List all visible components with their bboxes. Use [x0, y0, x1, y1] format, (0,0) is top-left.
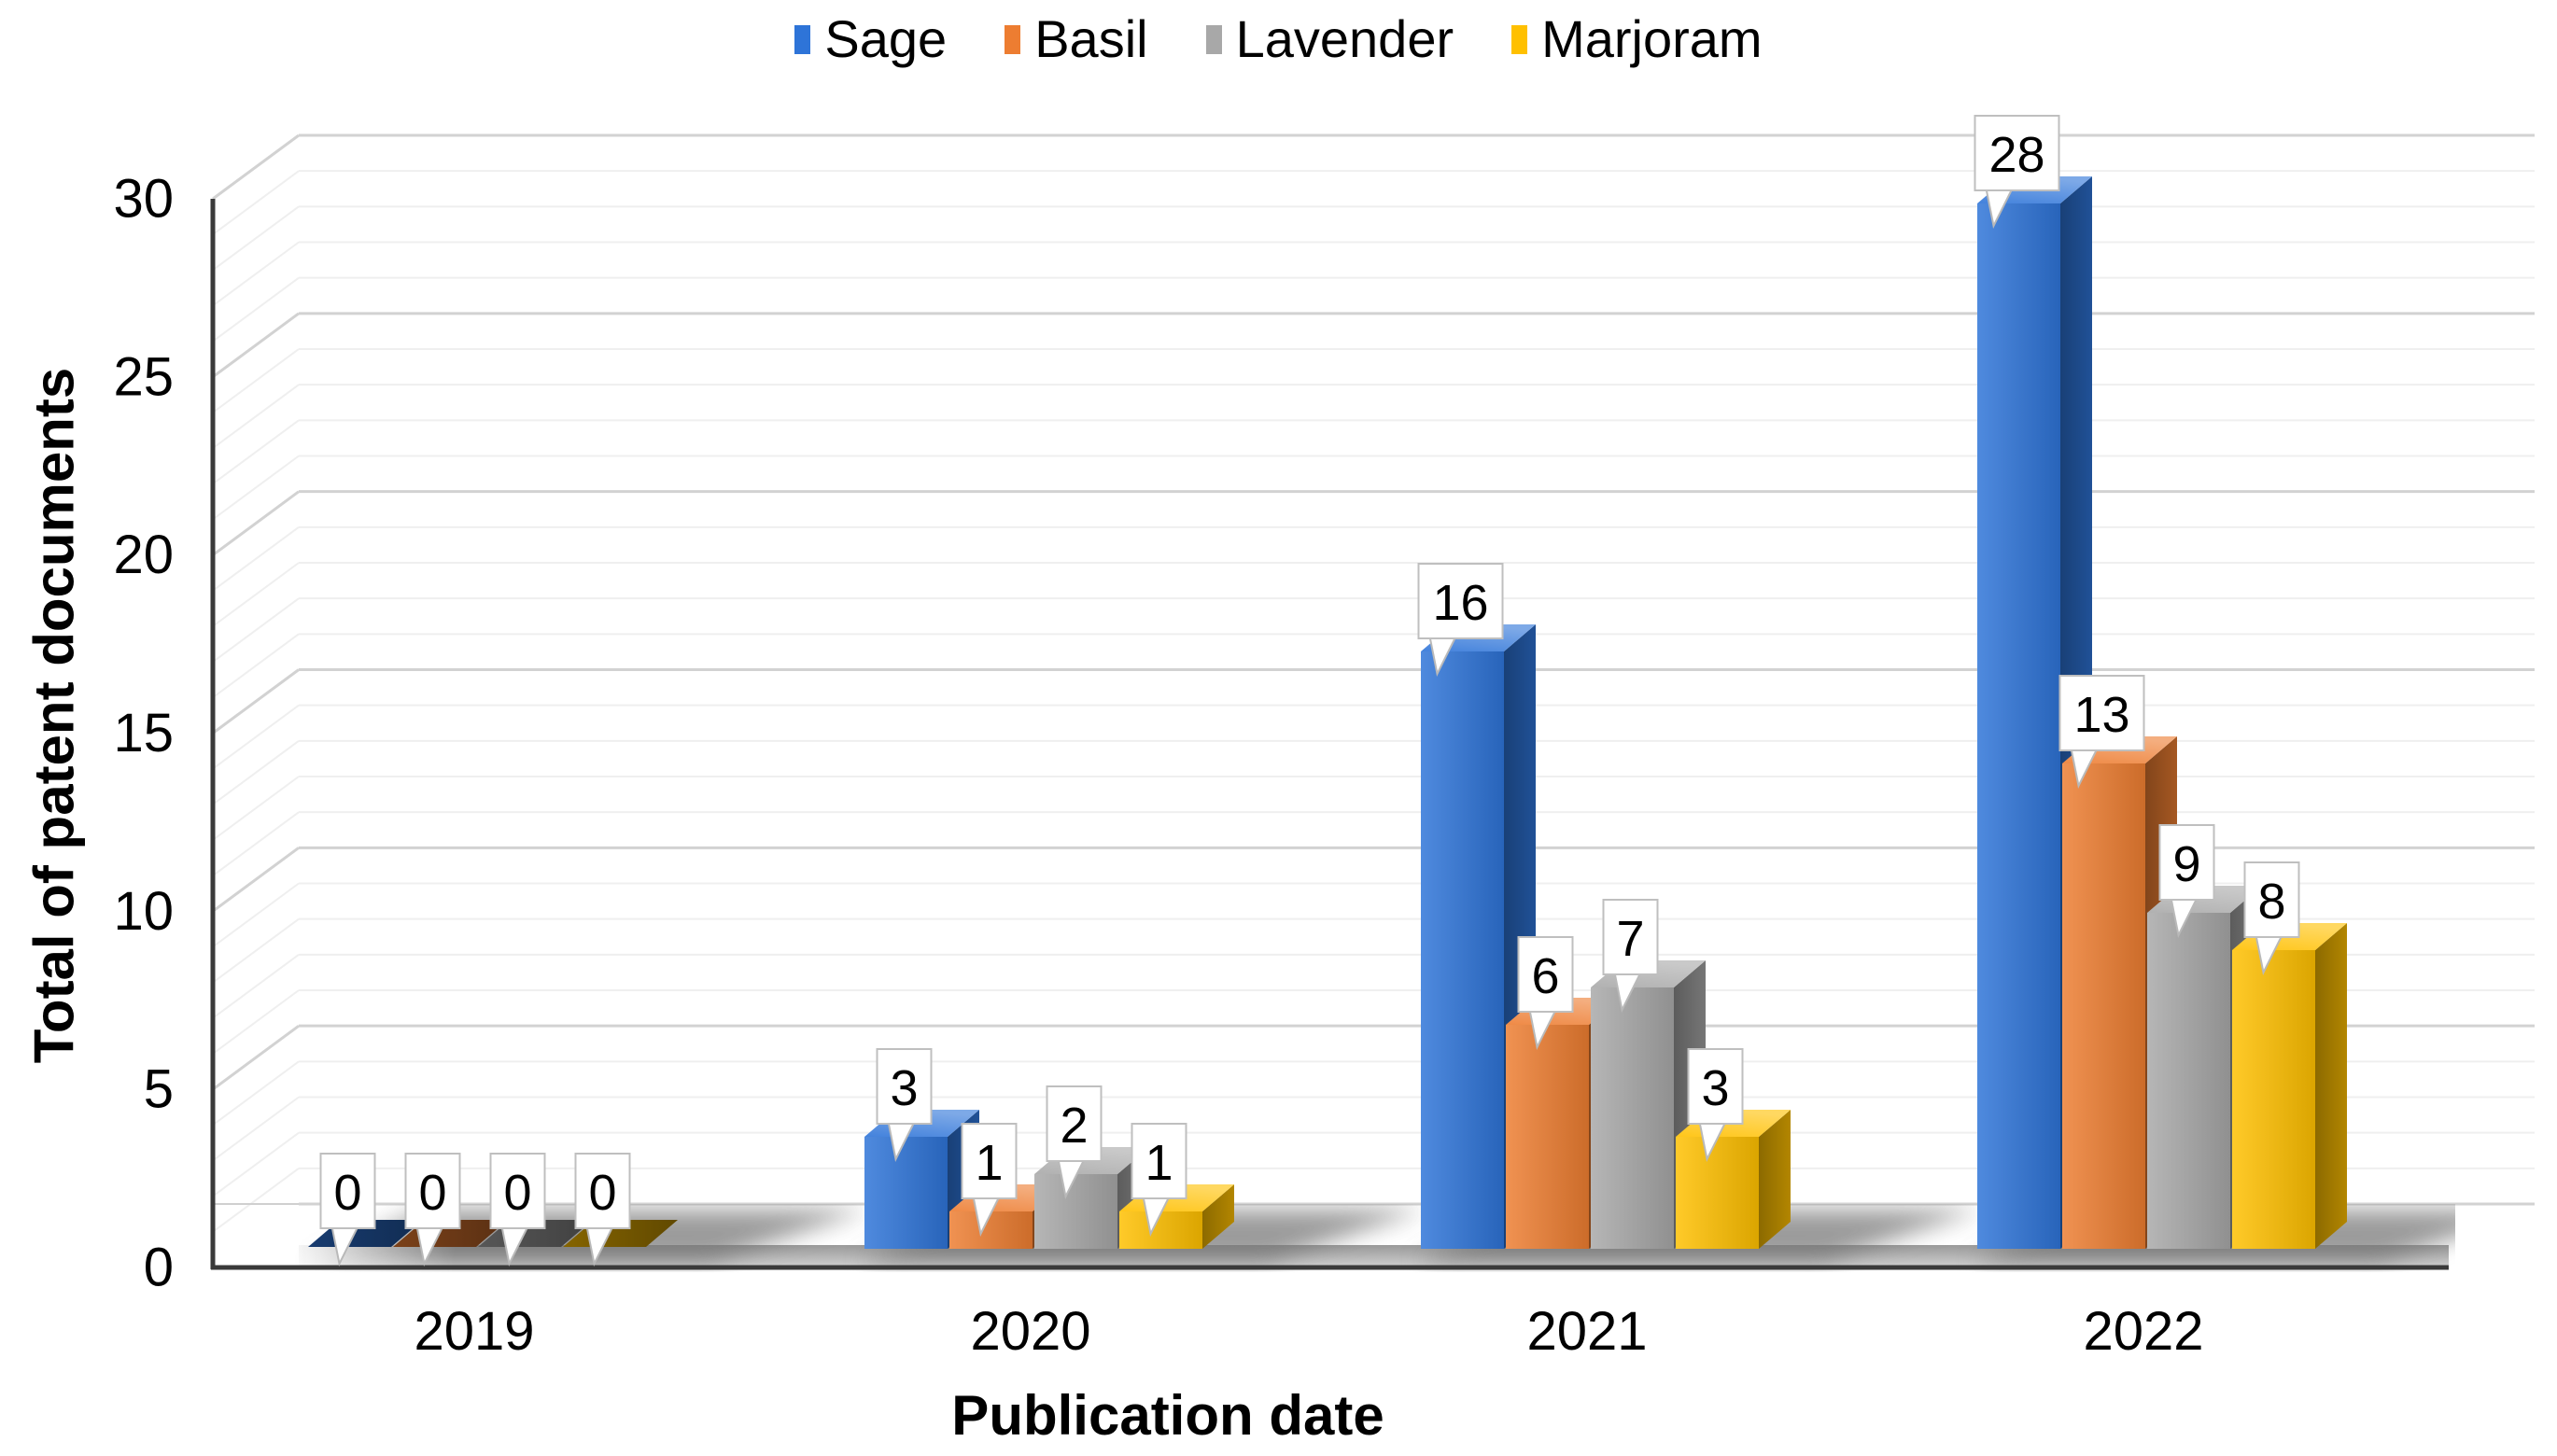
data-label-callout: 0 [574, 1153, 631, 1267]
svg-text:9: 9 [2172, 836, 2200, 892]
legend-item-sage: Sage [794, 13, 947, 65]
x-axis-tick-labels: 2019 2020 2021 2022 [414, 1301, 2203, 1362]
legend-label: Basil [1034, 9, 1148, 68]
svg-text:10: 10 [113, 881, 174, 942]
data-label-callout: 0 [404, 1153, 461, 1267]
legend-item-basil: Basil [1005, 9, 1148, 68]
bar-marjoram-2022 [2232, 923, 2347, 1249]
data-label-callout: 8 [2243, 861, 2300, 976]
svg-text:2022: 2022 [2083, 1301, 2203, 1362]
svg-text:30: 30 [113, 169, 174, 230]
data-label-callout: 3 [1687, 1048, 1744, 1163]
data-label-callout: 0 [489, 1153, 546, 1267]
svg-text:0: 0 [503, 1165, 531, 1221]
marjoram-swatch-icon [1511, 24, 1528, 54]
svg-text:25: 25 [113, 346, 174, 407]
basil-swatch-icon [1005, 24, 1021, 54]
svg-text:1: 1 [1145, 1135, 1173, 1191]
svg-text:28: 28 [1988, 127, 2044, 183]
svg-text:8: 8 [2257, 874, 2285, 930]
svg-text:1: 1 [975, 1135, 1003, 1191]
svg-text:2: 2 [1060, 1098, 1088, 1154]
data-labels: 0 0 0 0 3 1 2 1 16 6 7 3 28 13 9 8 [319, 115, 2300, 1267]
svg-text:15: 15 [113, 703, 174, 763]
data-label-callout: 1 [1131, 1123, 1187, 1238]
chart-legend: Sage Basil Lavender Marjoram [0, 13, 2557, 65]
svg-text:3: 3 [890, 1060, 918, 1116]
bar-marjoram-2021 [1676, 1110, 1791, 1249]
y-axis-tick-labels: 0 5 10 15 20 25 30 [113, 169, 174, 1298]
lavender-swatch-icon [1205, 24, 1222, 54]
svg-text:0: 0 [333, 1165, 361, 1221]
data-label-callout: 7 [1602, 899, 1659, 1014]
data-label-callout: 6 [1517, 936, 1574, 1051]
data-label-callout: 28 [1974, 115, 2060, 230]
svg-text:3: 3 [1701, 1060, 1729, 1116]
svg-text:5: 5 [144, 1059, 174, 1120]
legend-item-lavender: Lavender [1205, 9, 1454, 68]
data-label-callout: 2 [1046, 1085, 1103, 1200]
svg-text:13: 13 [2073, 687, 2129, 743]
data-label-callout: 3 [876, 1048, 933, 1163]
svg-text:2021: 2021 [1526, 1301, 1647, 1362]
legend-label: Lavender [1235, 9, 1454, 68]
svg-text:2019: 2019 [414, 1301, 534, 1362]
svg-text:20: 20 [113, 525, 174, 585]
svg-text:7: 7 [1616, 911, 1644, 967]
bars [308, 176, 2347, 1249]
svg-text:6: 6 [1531, 948, 1559, 1004]
legend-item-marjoram: Marjoram [1511, 9, 1763, 68]
svg-text:16: 16 [1432, 575, 1488, 631]
data-label-callout: 9 [2158, 824, 2215, 939]
sage-swatch-icon [794, 24, 811, 54]
x-axis-title: Publication date [951, 1384, 1384, 1447]
data-label-callout: 13 [2058, 675, 2145, 790]
legend-label: Sage [824, 9, 948, 68]
svg-text:2020: 2020 [970, 1301, 1090, 1362]
svg-text:0: 0 [588, 1165, 616, 1221]
data-label-callout: 0 [319, 1153, 376, 1267]
svg-text:0: 0 [418, 1165, 446, 1221]
data-label-callout: 1 [961, 1123, 1018, 1238]
data-label-callout: 16 [1417, 563, 1504, 678]
legend-label: Marjoram [1541, 9, 1763, 68]
svg-text:0: 0 [144, 1238, 174, 1298]
axis-lines [210, 199, 2449, 1270]
y-axis-title: Total of patent documents [22, 367, 86, 1064]
